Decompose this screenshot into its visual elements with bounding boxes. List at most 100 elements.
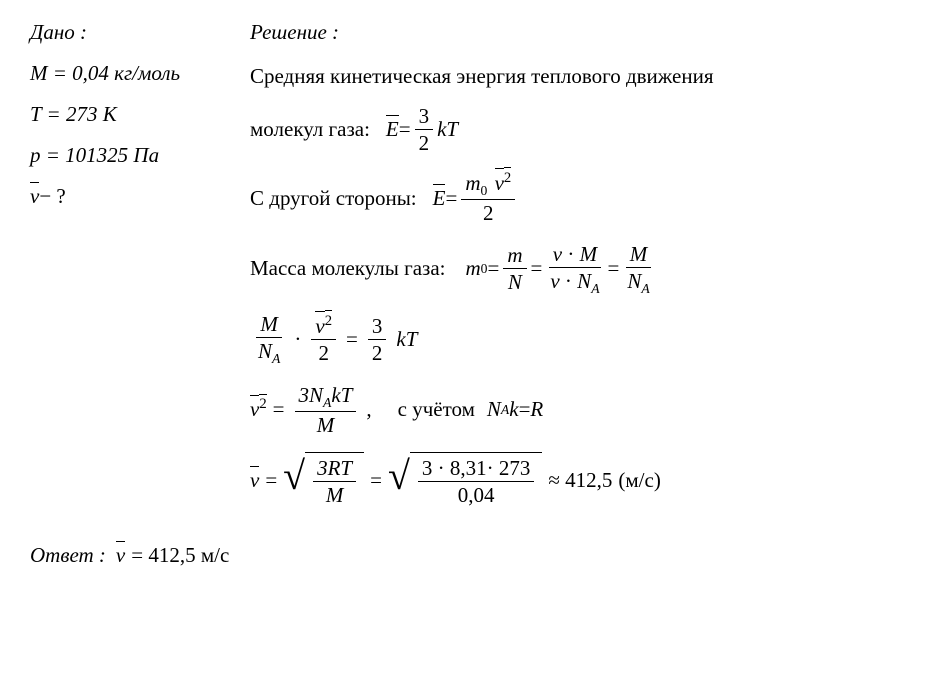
M5: M bbox=[313, 412, 339, 438]
dot1: · bbox=[562, 242, 580, 266]
threeRT: 3RT bbox=[313, 455, 356, 482]
A2: A bbox=[591, 281, 599, 296]
e2-lhs: E bbox=[433, 186, 446, 211]
A3: A bbox=[641, 281, 649, 296]
sqrt-1: √ 3RT M bbox=[283, 452, 364, 509]
frac-m0v2-num: m0 v2 bbox=[461, 170, 515, 200]
M7: M bbox=[322, 482, 348, 508]
e1-kt: kT bbox=[437, 117, 458, 142]
den-nuNA: ν · NA bbox=[546, 268, 603, 297]
numeric-num: 3 · 8,31· 273 bbox=[418, 455, 535, 482]
A6: A bbox=[501, 402, 509, 418]
cdot4: · bbox=[294, 327, 301, 352]
v-sq-1: 2 bbox=[504, 169, 511, 187]
v2-num: v2 bbox=[311, 313, 336, 340]
eq7b: = bbox=[370, 468, 382, 493]
formula-e1: E = 3 2 kT bbox=[386, 103, 458, 157]
given-m: M = 0,04 кг/моль bbox=[30, 61, 230, 86]
frac-mn-num: m bbox=[503, 242, 526, 269]
m0-eq1: = bbox=[487, 256, 499, 281]
formula-m0: m0 = m N = ν · M ν · NA = M NA bbox=[465, 241, 657, 298]
frac-m0v2: m0 v2 2 bbox=[461, 170, 515, 227]
m0-m: m bbox=[465, 171, 480, 195]
nu2: ν bbox=[550, 269, 559, 293]
kT5: kT bbox=[331, 383, 352, 407]
numeric-den: 0,04 bbox=[454, 482, 499, 508]
formula-step-1: M NA · v2 2 = 3 2 kT bbox=[250, 311, 912, 368]
v2bar-lhs: v2 bbox=[250, 397, 267, 422]
A4: A bbox=[272, 351, 280, 366]
answer-row: Ответ : v = 412,5 м/с bbox=[30, 543, 912, 568]
e2-eq: = bbox=[445, 186, 457, 211]
eq6: = bbox=[519, 397, 531, 422]
comma5: , bbox=[366, 397, 371, 422]
radicand-2: 3 · 8,31· 273 0,04 bbox=[410, 452, 543, 509]
answer-val: = 412,5 м/с bbox=[131, 543, 229, 568]
given-v-q: − ? bbox=[39, 184, 65, 209]
formula-e1-row: молекул газа: E = 3 2 kT bbox=[250, 103, 912, 157]
vbar4: v bbox=[315, 313, 324, 339]
e1-lhs: E bbox=[386, 117, 399, 142]
frac-v2-2: v2 2 bbox=[311, 313, 336, 367]
text4: с учётом bbox=[398, 397, 475, 422]
given-v-bar: v bbox=[30, 184, 39, 209]
frac-32-den: 2 bbox=[415, 130, 434, 156]
frac-3NAkT: 3NAkT M bbox=[295, 382, 357, 439]
M4: M bbox=[256, 311, 282, 338]
M3: M bbox=[626, 241, 652, 268]
m0-l0: 0 bbox=[481, 261, 488, 277]
given-column: Дано : M = 0,04 кг/моль T = 273 К p = 10… bbox=[30, 20, 230, 523]
given-p: p = 101325 Па bbox=[30, 143, 230, 168]
frac-32b: 3 2 bbox=[368, 313, 387, 367]
frac-32: 3 2 bbox=[415, 103, 434, 157]
R6: R bbox=[530, 397, 543, 422]
nak-eq-r: NAk = R bbox=[487, 397, 543, 422]
num32b: 3 bbox=[368, 313, 387, 340]
frac-numeric: 3 · 8,31· 273 0,04 bbox=[418, 455, 535, 509]
formula-e2-row: С другой стороны: E = m0 v2 2 bbox=[250, 170, 912, 227]
dot2: · bbox=[560, 269, 578, 293]
approx: ≈ 412,5 bbox=[548, 468, 612, 493]
given-m-text: M = 0,04 кг/моль bbox=[30, 61, 180, 85]
vsq4: 2 bbox=[325, 312, 332, 330]
solution-text-1b: молекул газа: bbox=[250, 117, 370, 142]
frac-3RTM: 3RT M bbox=[313, 455, 356, 509]
solution-heading: Решение : bbox=[250, 20, 912, 45]
vbar5: v bbox=[250, 397, 259, 422]
formula-step-3: v = √ 3RT M = √ 3 · 8,31· 273 0,04 bbox=[250, 452, 912, 509]
eq7a: = bbox=[265, 468, 277, 493]
num-3NAkT: 3NAkT bbox=[295, 382, 357, 412]
radical-1: √ bbox=[283, 458, 305, 515]
M1: M bbox=[580, 242, 598, 266]
ms-unit: (м/с) bbox=[618, 468, 660, 493]
radicand-1: 3RT M bbox=[305, 452, 364, 509]
frac-32-num: 3 bbox=[415, 103, 434, 130]
answer-label: Ответ : bbox=[30, 543, 106, 568]
answer-vbar: v bbox=[116, 543, 125, 568]
den-NA: NA bbox=[623, 268, 653, 297]
sqrt-2: √ 3 · 8,31· 273 0,04 bbox=[388, 452, 542, 509]
frac-num-nuM: ν · M ν · NA bbox=[546, 241, 603, 298]
given-t-text: T = 273 К bbox=[30, 102, 117, 126]
e1-eq: = bbox=[399, 117, 411, 142]
solution-text-3: Масса молекулы газа: bbox=[250, 256, 445, 281]
vsq5: 2 bbox=[259, 396, 266, 413]
formula-step-2: v2 = 3NAkT M , с учётом NAk = R bbox=[250, 382, 912, 439]
threeNA: 3N bbox=[299, 383, 324, 407]
vbar7: v bbox=[250, 468, 259, 493]
frac-MNA2: M NA bbox=[254, 311, 284, 368]
m0-eq2: = bbox=[531, 256, 543, 281]
N4: N bbox=[258, 339, 272, 363]
solution-column: Решение : Средняя кинетическая энергия т… bbox=[250, 20, 912, 523]
radical-2: √ bbox=[388, 458, 410, 515]
formula-m0-row: Масса молекулы газа: m0 = m N = ν · M ν … bbox=[250, 241, 912, 298]
den32b: 2 bbox=[368, 340, 387, 366]
given-t: T = 273 К bbox=[30, 102, 230, 127]
frac-mn: m N bbox=[503, 242, 526, 296]
kT-s1: kT bbox=[396, 327, 417, 352]
m0-l: m bbox=[465, 256, 480, 281]
nu1: ν bbox=[553, 242, 562, 266]
frac-mn-den: N bbox=[504, 269, 526, 295]
N3: N bbox=[627, 269, 641, 293]
given-v: v − ? bbox=[30, 184, 230, 209]
